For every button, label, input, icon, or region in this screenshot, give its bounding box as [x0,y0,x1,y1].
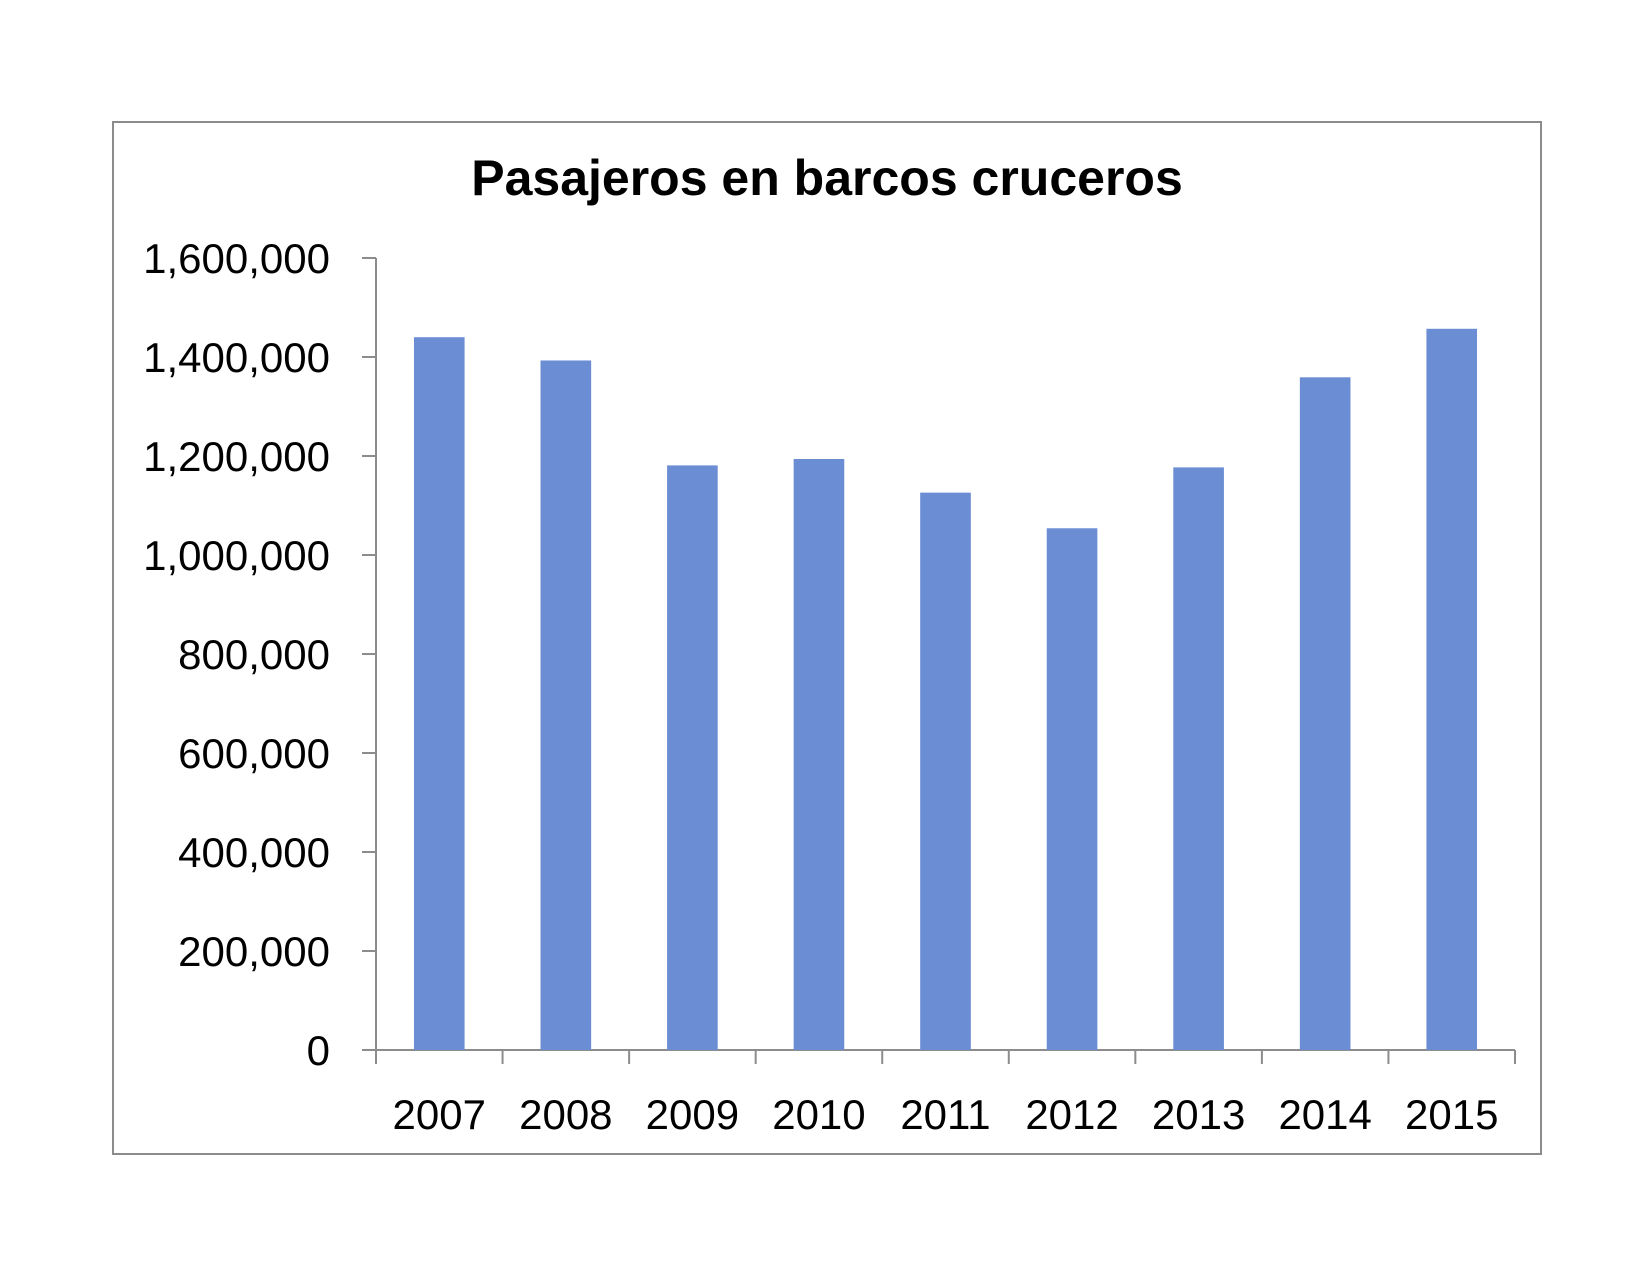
x-tick-label: 2008 [519,1091,612,1138]
y-axis: 0 200,000 400,000 600,000 800,000 1,000,000 1,… [143,235,377,1074]
x-tick-label: 2014 [1278,1091,1371,1138]
y-tick-label: 1,200,000 [143,433,330,480]
x-tick-label: 2012 [1025,1091,1118,1138]
chart-title: Pasajeros en barcos cruceros [471,150,1183,206]
x-tick-label: 2009 [646,1091,739,1138]
x-tick-label: 2013 [1152,1091,1245,1138]
y-tick-label: 0 [307,1027,330,1074]
bars [413,328,1478,1051]
y-tick-label: 1,000,000 [143,532,330,579]
x-tick-label: 2011 [900,1091,990,1138]
y-tick-label: 200,000 [178,928,330,975]
bar-2011 [920,492,971,1050]
bar-2009 [667,465,718,1050]
bar-2007 [413,337,465,1050]
y-tick-label: 400,000 [178,829,330,876]
y-tick-label: 600,000 [178,730,330,777]
bar-2012 [1046,528,1098,1050]
x-tick-label: 2007 [393,1091,486,1138]
y-tick-label: 800,000 [178,631,330,678]
x-tick-label: 2015 [1405,1091,1498,1138]
x-axis: 2007 2008 2009 2010 2011 2012 2013 2014 2015 [375,1049,1516,1138]
bar-2014 [1299,377,1351,1050]
x-tick-label: 2010 [772,1091,865,1138]
bar-2015 [1426,328,1478,1050]
bar-2008 [540,360,592,1051]
y-tick-label: 1,600,000 [143,235,330,282]
bar-2013 [1173,467,1224,1050]
y-tick-label: 1,400,000 [143,334,330,381]
bar-2010 [793,458,845,1051]
